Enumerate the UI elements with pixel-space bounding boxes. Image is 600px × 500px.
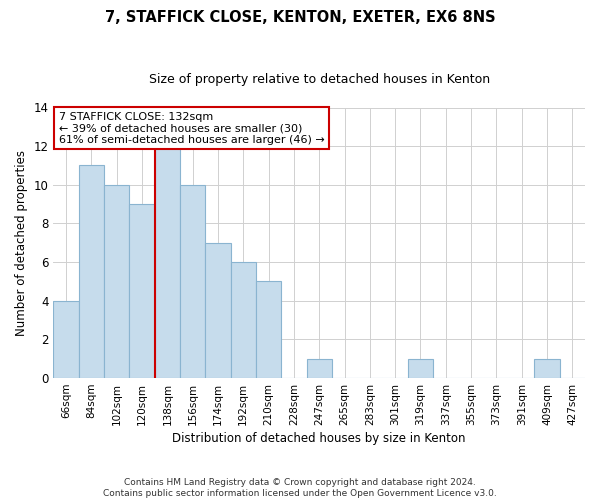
Text: 7, STAFFICK CLOSE, KENTON, EXETER, EX6 8NS: 7, STAFFICK CLOSE, KENTON, EXETER, EX6 8… [104, 10, 496, 25]
Bar [408, 358, 433, 378]
Bar [53, 301, 79, 378]
X-axis label: Distribution of detached houses by size in Kenton: Distribution of detached houses by size … [172, 432, 466, 445]
Bar [79, 166, 104, 378]
Bar [180, 185, 205, 378]
Title: Size of property relative to detached houses in Kenton: Size of property relative to detached ho… [149, 72, 490, 86]
Y-axis label: Number of detached properties: Number of detached properties [15, 150, 28, 336]
Text: 7 STAFFICK CLOSE: 132sqm
← 39% of detached houses are smaller (30)
61% of semi-d: 7 STAFFICK CLOSE: 132sqm ← 39% of detach… [59, 112, 325, 145]
Bar [256, 282, 281, 378]
Text: Contains HM Land Registry data © Crown copyright and database right 2024.
Contai: Contains HM Land Registry data © Crown c… [103, 478, 497, 498]
Bar [230, 262, 256, 378]
Bar [155, 146, 180, 378]
Bar [535, 358, 560, 378]
Bar [307, 358, 332, 378]
Bar [104, 185, 130, 378]
Bar [130, 204, 155, 378]
Bar [205, 243, 230, 378]
